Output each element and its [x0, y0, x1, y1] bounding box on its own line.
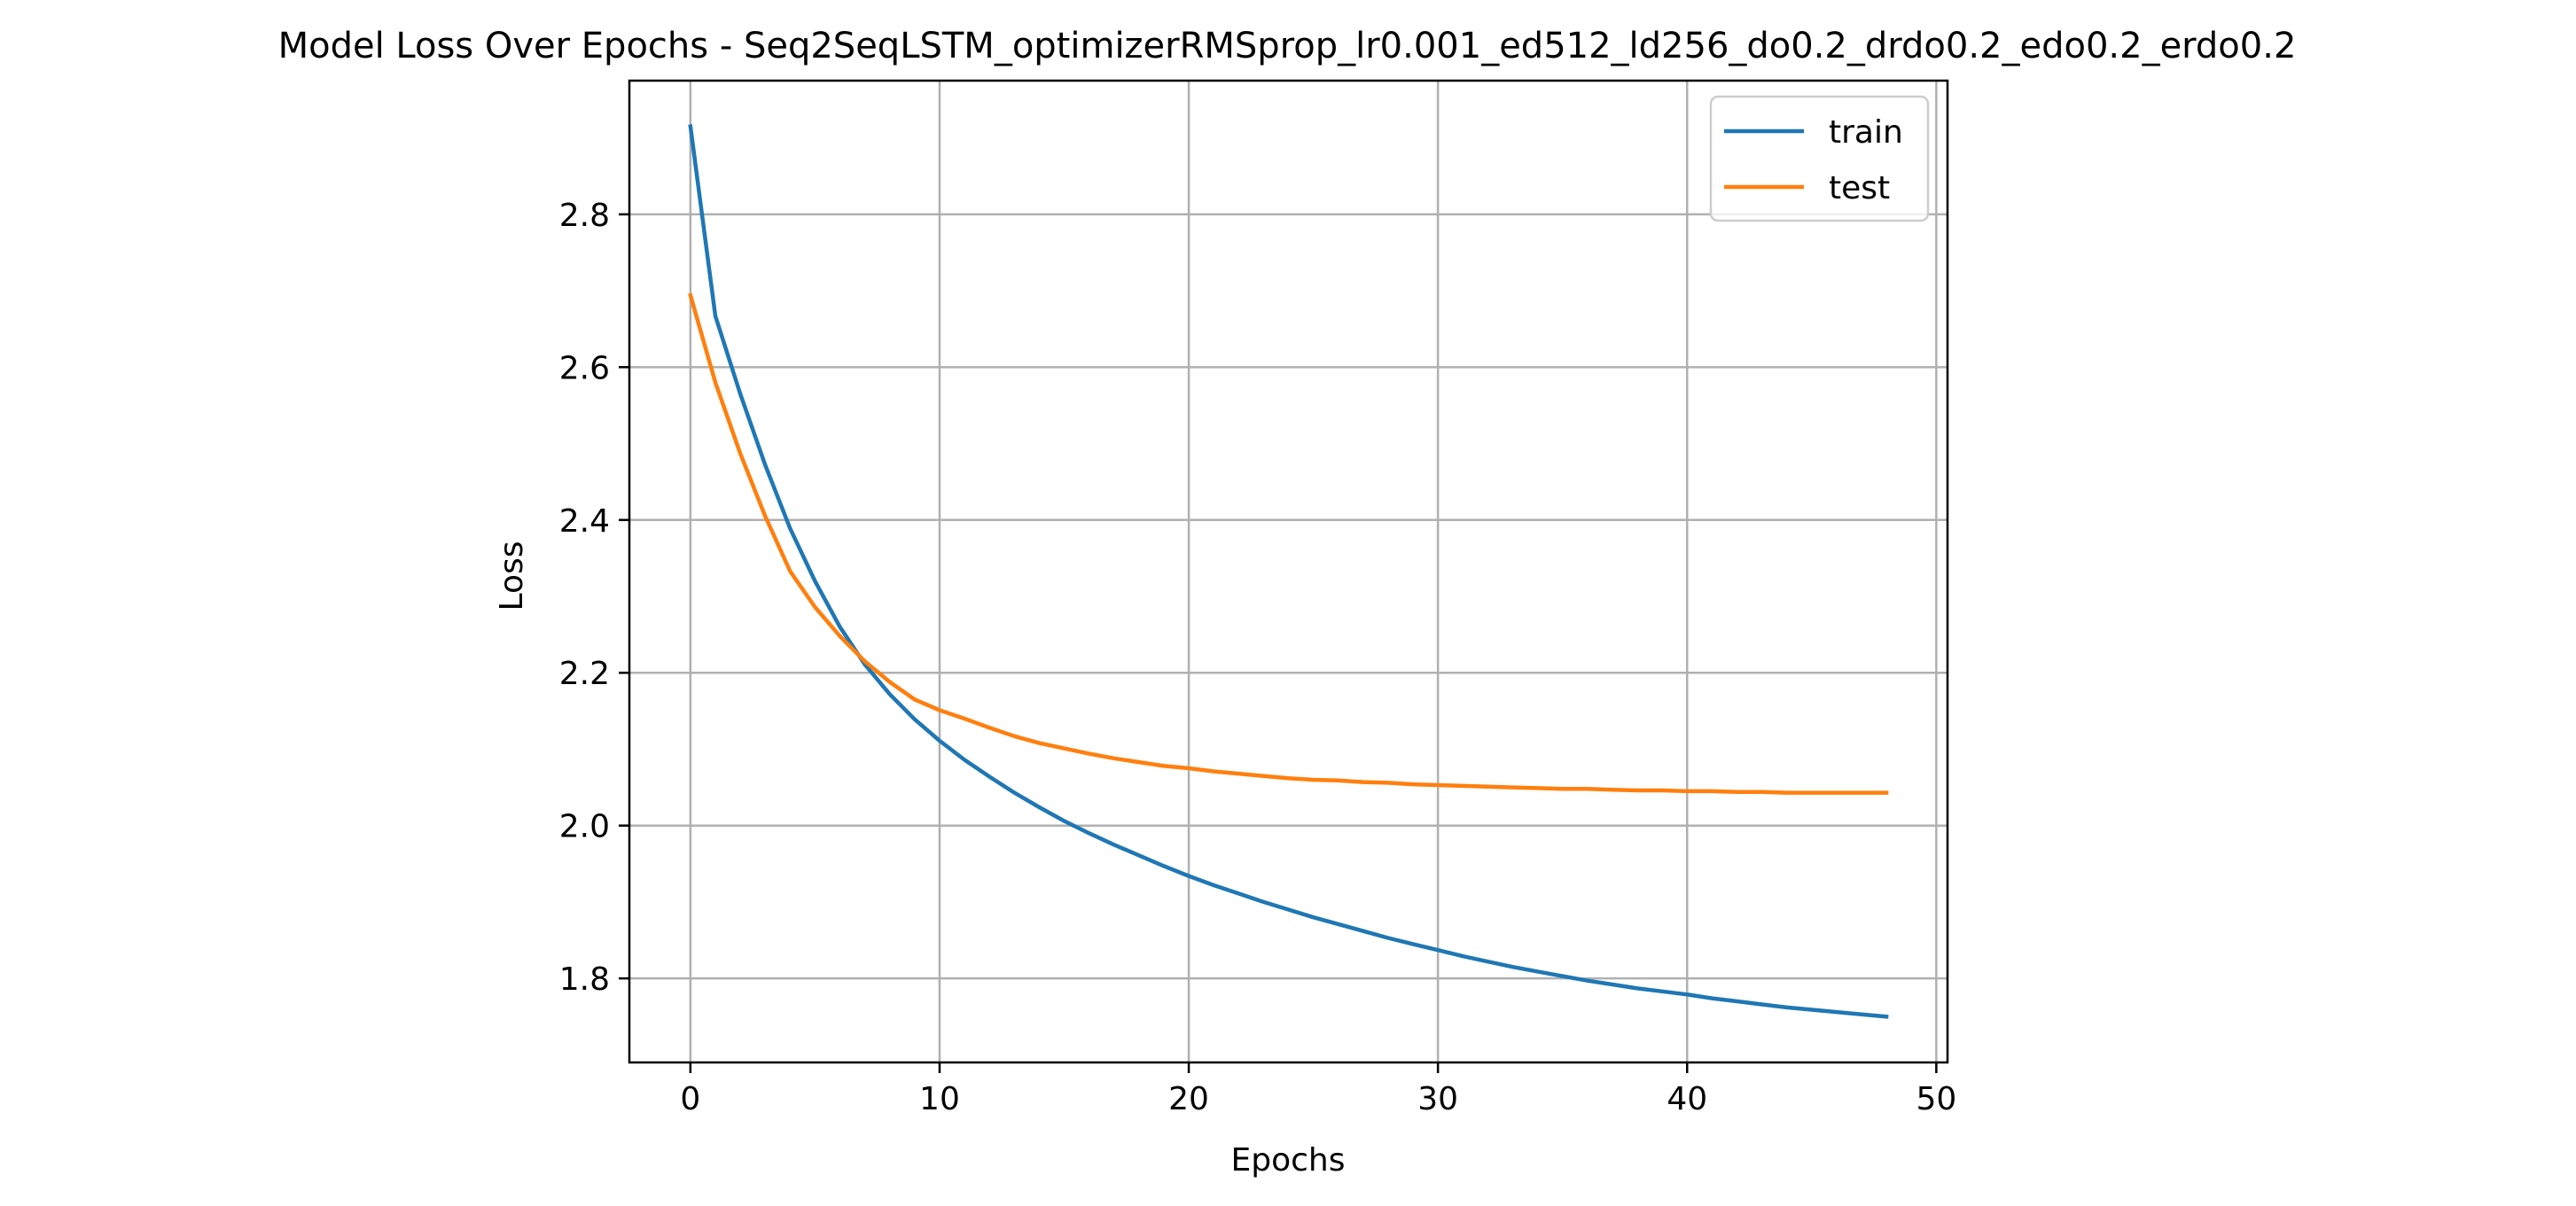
legend-label-test: test — [1829, 170, 1890, 206]
x-tick-label: 40 — [1667, 1081, 1707, 1117]
x-axis-label: Epochs — [1231, 1142, 1346, 1179]
y-tick-label: 2.0 — [559, 809, 610, 845]
x-tick-label: 30 — [1417, 1081, 1458, 1117]
series-line-test — [688, 292, 1889, 795]
axis-ticks: 0 10 20 30 40 50 1.8 2.0 2.2 2.4 2.6 2.8 — [559, 198, 1957, 1117]
y-tick-label: 2.6 — [559, 350, 610, 386]
x-tick-label: 0 — [680, 1081, 700, 1117]
x-tick-label: 50 — [1916, 1081, 1956, 1117]
x-tick-label: 20 — [1168, 1081, 1209, 1117]
y-axis-label: Loss — [494, 541, 530, 611]
plot-frame — [628, 79, 1949, 1064]
y-tick-label: 2.8 — [559, 198, 610, 234]
legend-box — [1709, 95, 1930, 222]
grid-lines — [629, 81, 1948, 1062]
legend-label-train: train — [1829, 114, 1903, 151]
series-line-train — [688, 124, 1889, 1019]
chart-title: Model Loss Over Epochs - Seq2SeqLSTM_opt… — [278, 26, 2297, 66]
series-lines — [688, 124, 1889, 1019]
x-tick-label: 10 — [919, 1081, 960, 1117]
legend: train test — [1709, 95, 1930, 222]
y-tick-label: 1.8 — [559, 961, 610, 998]
y-tick-label: 2.2 — [559, 656, 610, 692]
y-tick-label: 2.4 — [559, 503, 610, 540]
